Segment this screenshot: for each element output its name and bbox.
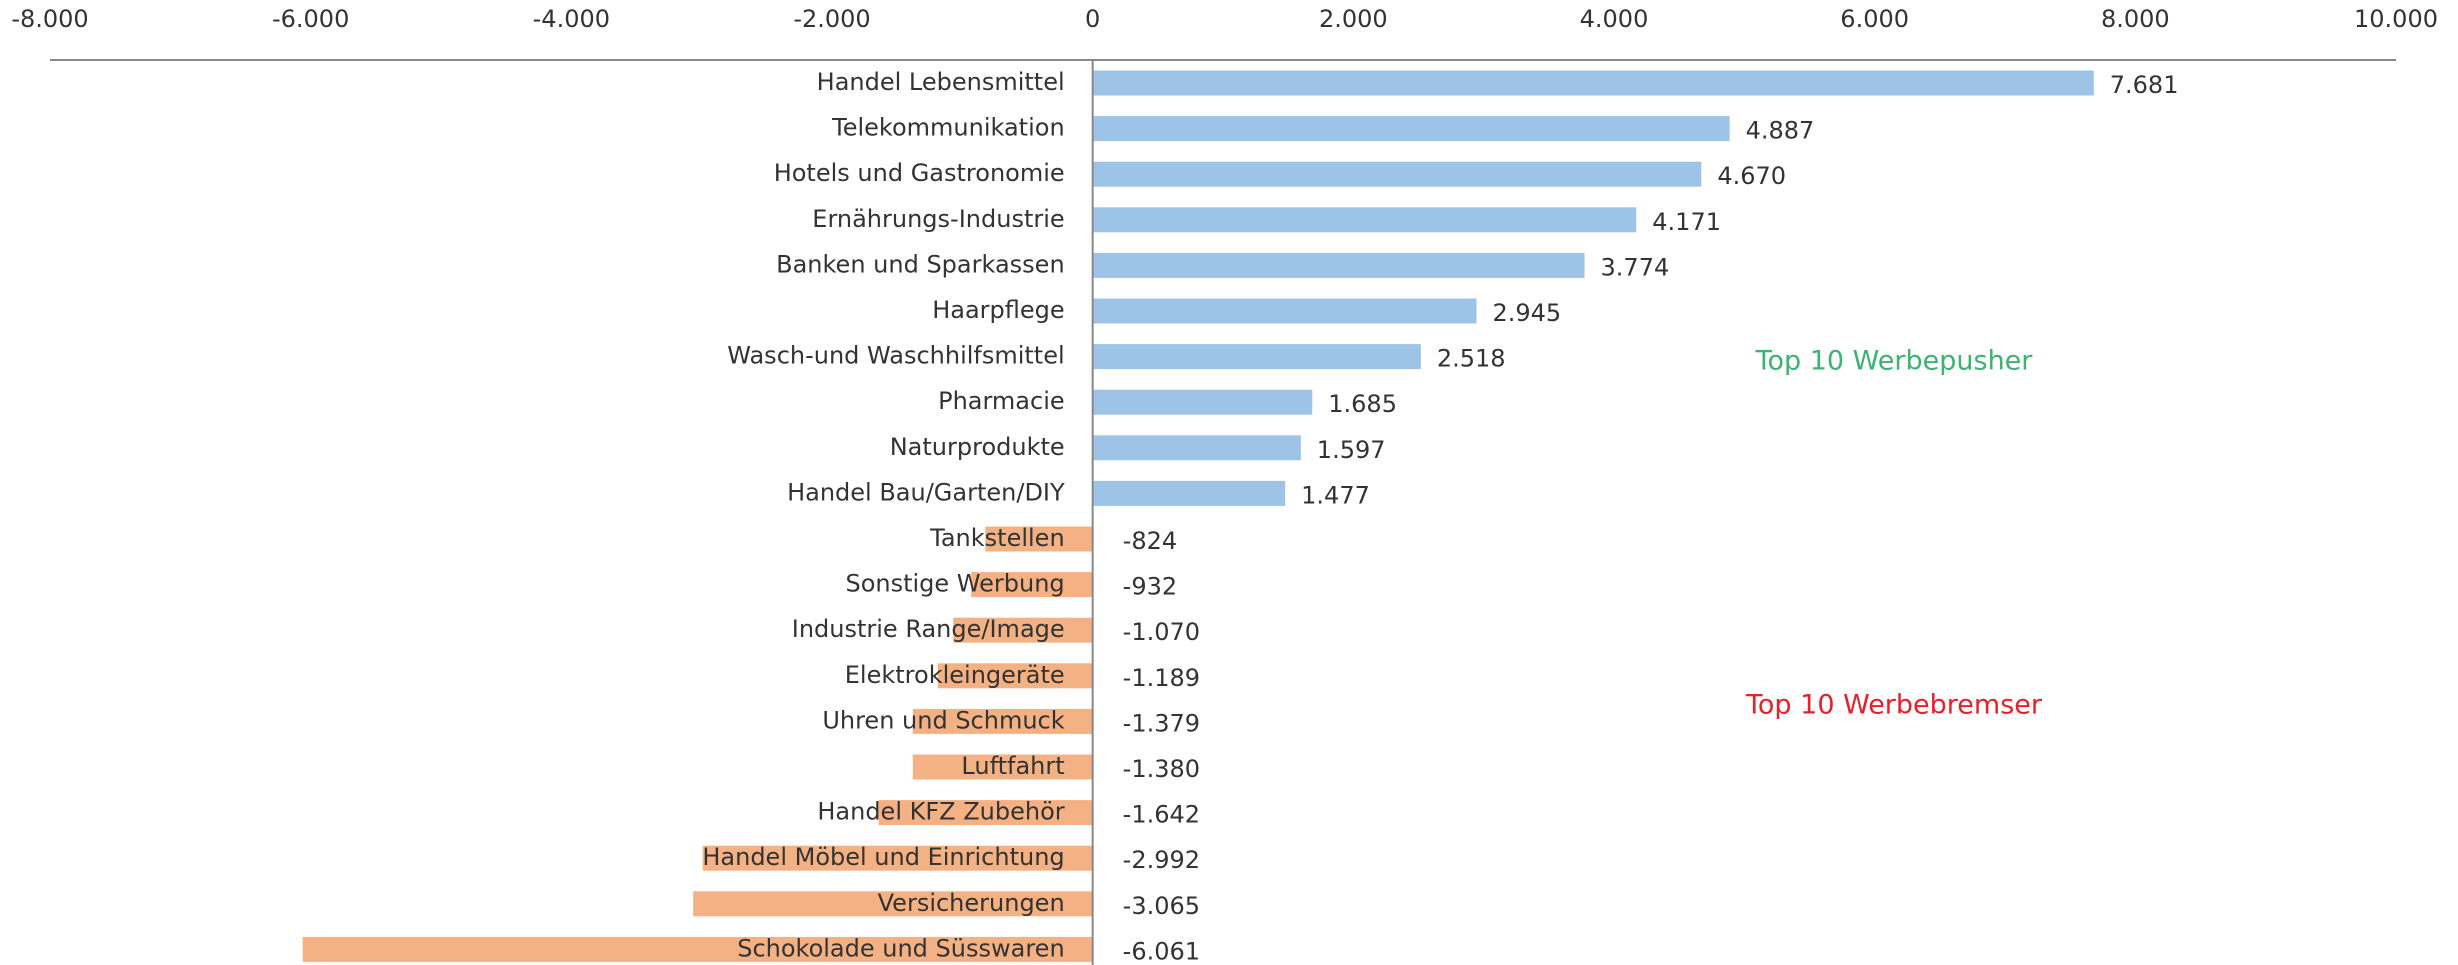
x-tick-label: -4.000 (533, 5, 610, 33)
bar (1092, 116, 1730, 142)
category-label: Industrie Range/Image (792, 615, 1065, 643)
x-tick-label: 6.000 (1840, 5, 1909, 33)
category-label: Handel Bau/Garten/DIY (787, 478, 1065, 506)
category-label: Haarpflege (932, 296, 1064, 324)
bar (302, 936, 1093, 962)
x-tick-label: -8.000 (11, 5, 88, 33)
bar (912, 708, 1093, 734)
value-label: 7.681 (2110, 71, 2179, 99)
value-label: -1.380 (1123, 755, 1200, 783)
bar (1092, 161, 1702, 187)
category-label: Wasch-und Waschhilfsmittel (727, 342, 1064, 370)
bar (1092, 298, 1477, 324)
category-label: Hotels und Gastronomie (774, 159, 1065, 187)
category-label: Elektrokleingeräte (845, 661, 1065, 689)
x-tick-label: 8.000 (2101, 5, 2170, 33)
bar (1092, 435, 1301, 461)
x-tick-label: -2.000 (793, 5, 870, 33)
bar (1092, 344, 1421, 370)
bar (1092, 207, 1637, 233)
annotation: Top 10 Werbebremser (1745, 690, 2043, 721)
value-label: -1.189 (1123, 664, 1200, 692)
category-label: Uhren und Schmuck (822, 706, 1064, 734)
category-label: Naturprodukte (890, 433, 1065, 461)
x-tick-label: 2.000 (1319, 5, 1388, 33)
bar (912, 754, 1093, 780)
value-label: 1.597 (1317, 436, 1386, 464)
value-label: 4.887 (1746, 117, 1815, 145)
value-label: 2.518 (1437, 345, 1506, 373)
x-tick-label: -6.000 (272, 5, 349, 33)
category-label: Handel Möbel und Einrichtung (702, 843, 1064, 871)
value-label: 4.670 (1717, 162, 1786, 190)
bar (1092, 252, 1585, 278)
bar (702, 845, 1093, 871)
value-label: -824 (1123, 527, 1177, 555)
category-label: Sonstige Werbung (845, 570, 1064, 598)
bar (878, 800, 1093, 826)
annotation: Top 10 Werbepusher (1755, 346, 2034, 377)
category-label: Luftfahrt (961, 752, 1064, 780)
bar (971, 572, 1093, 598)
category-label: Versicherungen (878, 889, 1065, 917)
value-label: 1.477 (1301, 481, 1370, 509)
category-label: Handel Lebensmittel (817, 68, 1065, 96)
bar (1092, 70, 2094, 96)
category-label: Banken und Sparkassen (776, 250, 1065, 278)
bar (1092, 480, 1286, 506)
x-tick-label: 4.000 (1580, 5, 1649, 33)
value-label: 2.945 (1492, 299, 1561, 327)
bar (1092, 389, 1313, 415)
category-label: Handel KFZ Zubehör (817, 798, 1064, 826)
bar (985, 526, 1093, 552)
value-label: 4.171 (1652, 208, 1721, 236)
value-label: -6.061 (1123, 937, 1200, 965)
value-label: 1.685 (1328, 390, 1397, 418)
bar (953, 617, 1093, 643)
bar (693, 891, 1093, 917)
value-label: -1.070 (1123, 618, 1200, 646)
category-label: Ernährungs-Industrie (812, 205, 1064, 233)
value-label: -932 (1123, 573, 1177, 601)
value-label: -1.642 (1123, 801, 1200, 829)
category-label: Tankstellen (929, 524, 1065, 552)
category-label: Pharmacie (938, 387, 1065, 415)
value-label: -2.992 (1123, 846, 1200, 874)
value-label: -1.379 (1123, 709, 1200, 737)
value-label: -3.065 (1123, 892, 1200, 920)
category-label: Telekommunikation (831, 114, 1065, 142)
value-label: 3.774 (1601, 253, 1670, 281)
x-tick-label: 0 (1085, 5, 1100, 33)
x-tick-label: 10.000 (2354, 5, 2438, 33)
bar (937, 663, 1093, 689)
category-label: Schokolade und Süsswaren (737, 934, 1064, 962)
